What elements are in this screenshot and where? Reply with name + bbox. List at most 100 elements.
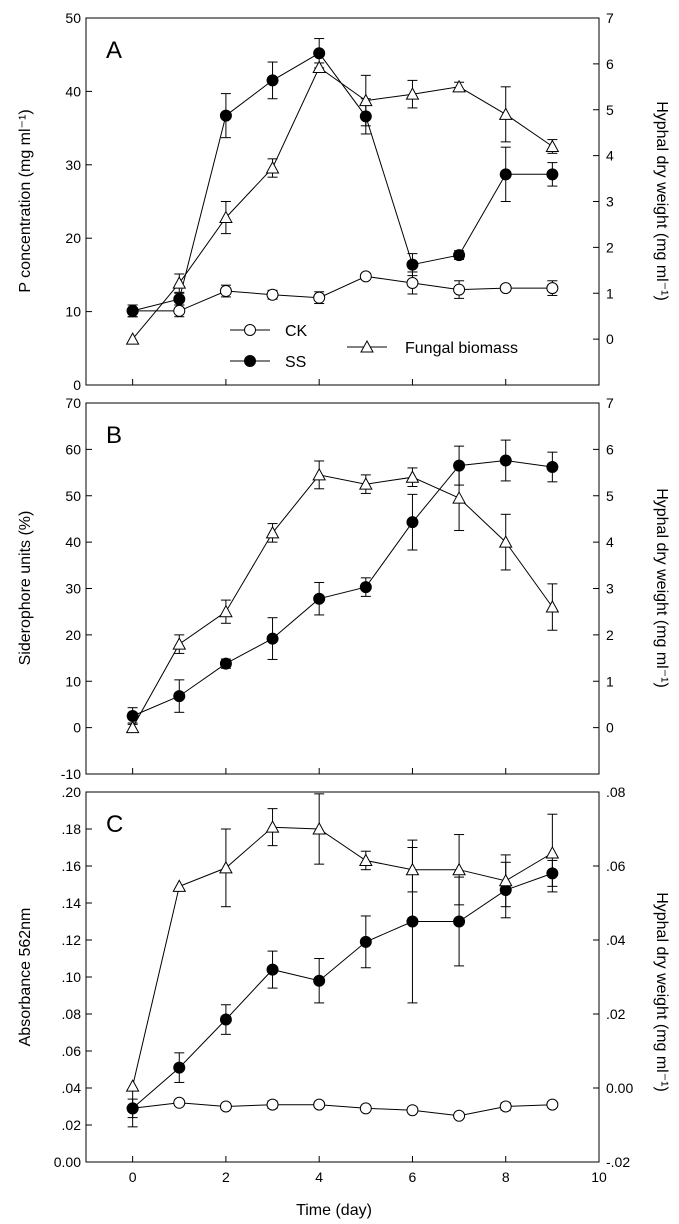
panel-c: C Absorbance 562nm Hyphal dry weight (mg…	[17, 784, 670, 1219]
y2-ticks-a: 0 1 2 3 4 5 6 7	[593, 10, 614, 347]
series-layer-a	[125, 38, 560, 345]
y2-tick-label-c-3: .04	[606, 932, 626, 948]
y2-tick-label-c-5: .08	[606, 784, 626, 800]
ck-point-a-9	[546, 282, 559, 295]
x-ticks-b	[132, 768, 600, 774]
fungal-point-b-1	[172, 637, 187, 650]
y-tick-label-a-0: 0	[73, 377, 81, 393]
ck-point-a-4	[313, 291, 326, 304]
y2-tick-label-c-0: -.02	[606, 1154, 630, 1170]
panel-label-c: C	[106, 811, 123, 838]
x-tick-label-0: 0	[129, 1169, 137, 1185]
panel-label-a: A	[106, 37, 122, 64]
y-tick-label-c-8: .16	[62, 858, 82, 874]
y-tick-label-b-2: 10	[65, 673, 81, 689]
ck-point-a-5	[359, 270, 372, 283]
ss-point-b-2	[219, 657, 232, 670]
y2-ticks-b: 0 1 2 3 4 5 6 7	[593, 395, 614, 736]
y-tick-label-b-1: 0	[73, 720, 81, 736]
y-tick-label-b-0: -10	[61, 766, 81, 782]
ss-series-line-c	[132, 872, 553, 1109]
ss-point-a-2	[219, 109, 232, 122]
ss-point-a-4	[313, 47, 326, 60]
ss-point-a-8	[499, 168, 512, 181]
ss-point-b-5	[359, 581, 372, 594]
y-tick-label-a-2: 20	[65, 230, 81, 246]
x-axis-label: Time (day)	[296, 1202, 372, 1219]
y2-tick-label-c-1: 0.00	[606, 1080, 633, 1096]
legend-ck-marker	[244, 324, 256, 336]
x-ticks-a	[132, 379, 600, 385]
y2-tick-label-a-1: 1	[606, 285, 614, 301]
y-tick-label-c-6: .12	[62, 932, 82, 948]
legend-ck-label: CK	[285, 323, 308, 340]
legend-ss-marker	[244, 355, 256, 367]
y2-tick-label-a-3: 3	[606, 194, 614, 210]
y-tick-label-b-5: 40	[65, 534, 81, 550]
fungal-series-line-b	[132, 474, 553, 728]
y-tick-label-b-8: 70	[65, 395, 81, 411]
y-tick-label-a-4: 40	[65, 83, 81, 99]
ck-point-c-6	[406, 1104, 419, 1117]
x-tick-label-1: 2	[222, 1169, 230, 1185]
ck-point-c-4	[313, 1098, 326, 1111]
fungal-point-a-6	[405, 87, 420, 100]
fungal-point-a-0	[125, 332, 140, 345]
fungal-point-c-8	[498, 873, 513, 887]
ck-point-c-9	[546, 1098, 559, 1111]
fungal-point-a-2	[219, 210, 233, 224]
ss-point-c-7	[453, 915, 466, 928]
x-tick-label-2: 4	[315, 1169, 323, 1185]
panel-a: A P concentration (mg ml⁻¹) Hyphal dry w…	[17, 10, 670, 393]
y2-tick-label-a-2: 2	[606, 239, 614, 255]
fungal-point-c-0	[125, 1079, 140, 1092]
ss-series-line-b	[132, 459, 553, 717]
x-tick-label-5: 10	[591, 1169, 607, 1185]
ss-point-c-5	[359, 935, 372, 948]
legend-fungal-marker	[360, 339, 374, 353]
fungal-point-b-0	[125, 720, 140, 734]
y2-tick-label-a-4: 4	[606, 148, 614, 164]
ss-point-a-0	[126, 304, 139, 317]
y-tick-label-a-3: 30	[65, 157, 81, 173]
fungal-point-b-7	[452, 491, 466, 504]
fungal-point-a-8	[498, 107, 513, 120]
y-ticks-a: 0 10 20 30 40 50	[65, 10, 92, 393]
y-tick-label-b-4: 30	[65, 581, 81, 597]
y2-ticks-c: -.02 0.00 .02 .04 .06 .08	[593, 784, 633, 1170]
series-layer-c	[125, 793, 560, 1128]
y-tick-label-c-5: .10	[62, 969, 82, 985]
fungal-point-c-3	[265, 820, 280, 833]
ss-point-a-1	[173, 293, 186, 306]
ck-point-a-8	[499, 282, 512, 295]
ss-point-b-1	[173, 690, 186, 703]
ss-point-b-8	[499, 454, 512, 467]
panel-b: B Siderophore units (%) Hyphal dry weigh…	[17, 395, 670, 782]
fungal-point-b-8	[498, 535, 513, 548]
ck-point-c-8	[499, 1100, 512, 1113]
fungal-point-c-7	[452, 862, 466, 876]
y2-tick-label-a-7: 7	[606, 10, 614, 26]
ck-point-a-3	[266, 288, 279, 301]
y2-tick-label-b-1: 1	[606, 673, 614, 689]
y-tick-label-c-3: .06	[62, 1043, 82, 1059]
x-tick-label-3: 6	[409, 1169, 417, 1185]
y-axis-label-a: P concentration (mg ml⁻¹)	[17, 109, 34, 292]
ss-point-c-2	[219, 1013, 232, 1026]
y2-tick-label-c-4: .06	[606, 858, 626, 874]
ck-point-c-1	[173, 1096, 186, 1109]
fungal-point-b-3	[265, 525, 280, 539]
fungal-point-c-5	[358, 853, 373, 866]
y-tick-label-a-5: 50	[65, 10, 81, 26]
y-axis-label-c: Absorbance 562nm	[17, 908, 34, 1047]
ck-point-c-2	[219, 1100, 232, 1113]
y2-tick-label-b-3: 3	[606, 581, 614, 597]
fungal-point-b-5	[358, 477, 373, 490]
ss-point-c-3	[266, 963, 279, 976]
ck-point-a-6	[406, 276, 419, 289]
y-tick-label-c-10: .20	[62, 784, 82, 800]
y2-tick-label-b-4: 4	[606, 534, 614, 550]
plot-frame-a	[85, 17, 600, 386]
fungal-point-a-5	[358, 93, 373, 107]
